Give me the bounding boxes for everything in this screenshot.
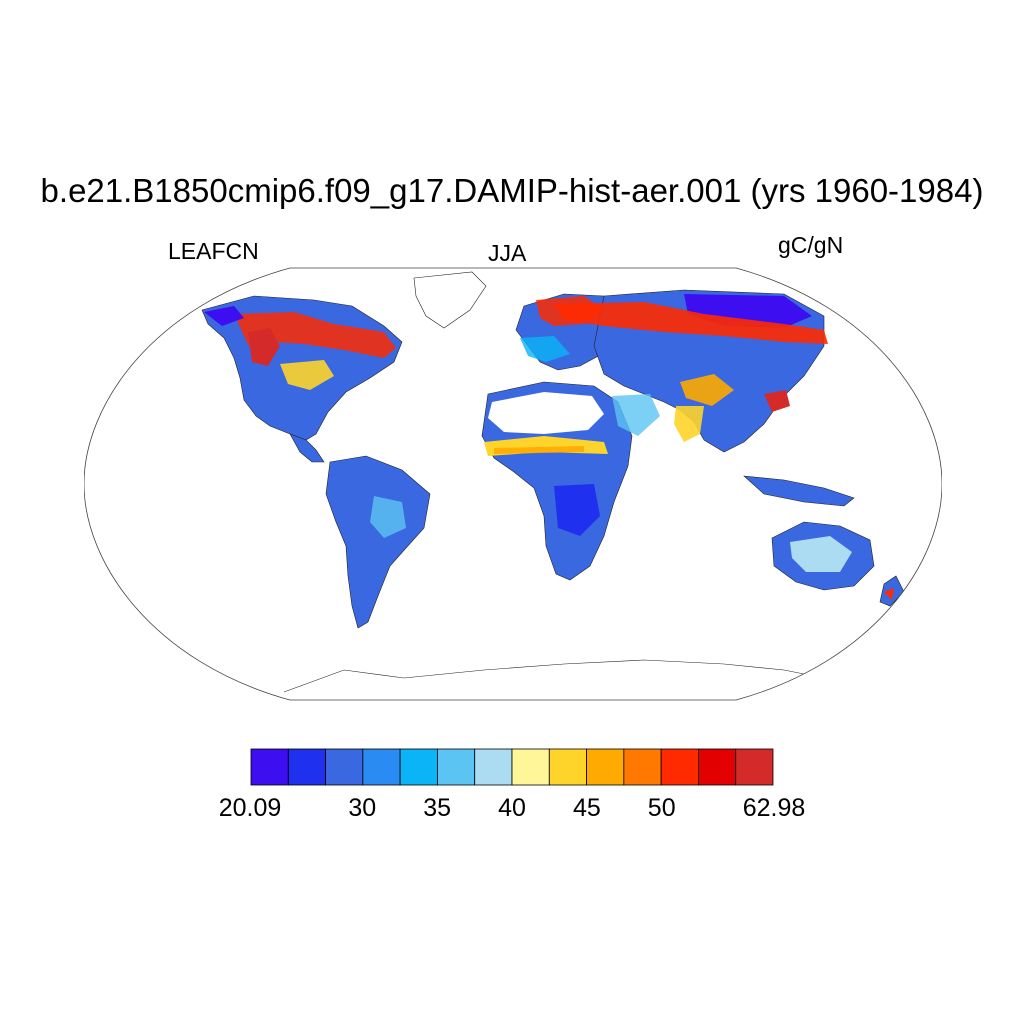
north-america-red-band (234, 312, 396, 358)
colorbar-box (660, 748, 699, 786)
north-america-deep-blue (204, 306, 244, 326)
sahel-orange (494, 446, 584, 454)
sahara-white (488, 392, 604, 434)
map-border (84, 267, 942, 701)
india-yellow (674, 406, 704, 442)
colorbar-tick-label: 30 (348, 794, 377, 822)
colorbar-box (586, 748, 625, 786)
colorbar-box (250, 748, 289, 786)
colorbar-tick-label: 40 (498, 794, 526, 822)
colorbar-box (735, 748, 774, 786)
colorbar-box (698, 748, 737, 786)
colorbar-tick-label: 20.09 (218, 794, 282, 822)
south-america-pale (370, 496, 406, 538)
colorbar-box (511, 748, 550, 786)
colorbar-box (287, 748, 326, 786)
colorbar-box (623, 748, 662, 786)
colorbar (250, 748, 774, 786)
new-zealand-red (884, 588, 894, 600)
colorbar-box (548, 748, 587, 786)
colorbar-tick-label: 35 (423, 794, 452, 822)
south-america-land (325, 455, 431, 629)
variable-label: LEAFCN (168, 238, 259, 264)
north-america-dark-red (248, 328, 280, 366)
colorbar-tick-label: 50 (647, 794, 676, 822)
units-label: gC/gN (778, 232, 844, 258)
indonesia-land (743, 475, 855, 507)
europe-light (520, 336, 570, 362)
colorbar-box (325, 748, 364, 786)
colorbar-tick-label: 45 (572, 794, 601, 822)
siberia-red-band (554, 302, 828, 344)
colorbar-box (474, 748, 513, 786)
colorbar-box (437, 748, 476, 786)
colorbar-box (362, 748, 401, 786)
north-america-yellow (280, 360, 334, 390)
asia-red-spot (764, 390, 790, 412)
arabia-blue (612, 394, 660, 436)
africa-deep-blue (554, 484, 600, 536)
greenland-outline (413, 271, 487, 329)
australia-pale (790, 536, 852, 572)
colorbar-box (399, 748, 438, 786)
plot-title: b.e21.B1850cmip6.f09_g17.DAMIP-hist-aer.… (40, 172, 984, 209)
antarctica-outline (283, 659, 905, 697)
central-america-land (289, 433, 325, 463)
asia-orange (680, 374, 734, 406)
season-label: JJA (488, 240, 527, 266)
colorbar-tick-label: 62.98 (742, 794, 806, 822)
world-map (84, 267, 942, 701)
